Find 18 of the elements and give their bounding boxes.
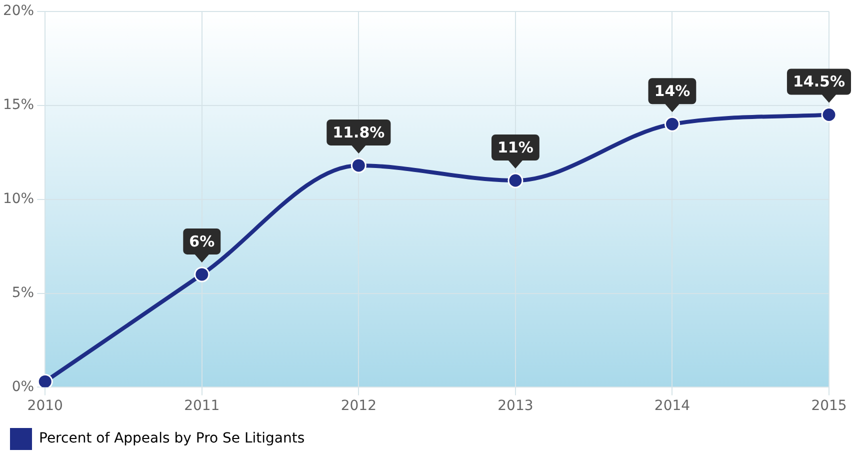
x-tick-label: 2010 [27,398,63,414]
y-tick-label: 5% [12,284,34,301]
y-tick-label: 0% [12,378,34,395]
point [194,266,210,282]
x-tick-label: 2014 [654,398,690,414]
y-tick-label: 15% [2,96,34,113]
legend-label: Percent of Appeals by Pro Se Litigants [39,430,305,447]
x-tick-label: 2015 [811,398,847,414]
point [37,374,53,388]
y-tick-label: 10% [2,190,34,207]
y-tick-label: 20% [2,3,34,20]
x-tick-label: 2012 [340,398,376,414]
point [350,158,366,174]
x-tick-label: 2013 [498,398,534,414]
point [821,106,837,122]
x-tick-label: 2011 [184,398,220,414]
point [664,116,680,132]
point [508,172,524,188]
